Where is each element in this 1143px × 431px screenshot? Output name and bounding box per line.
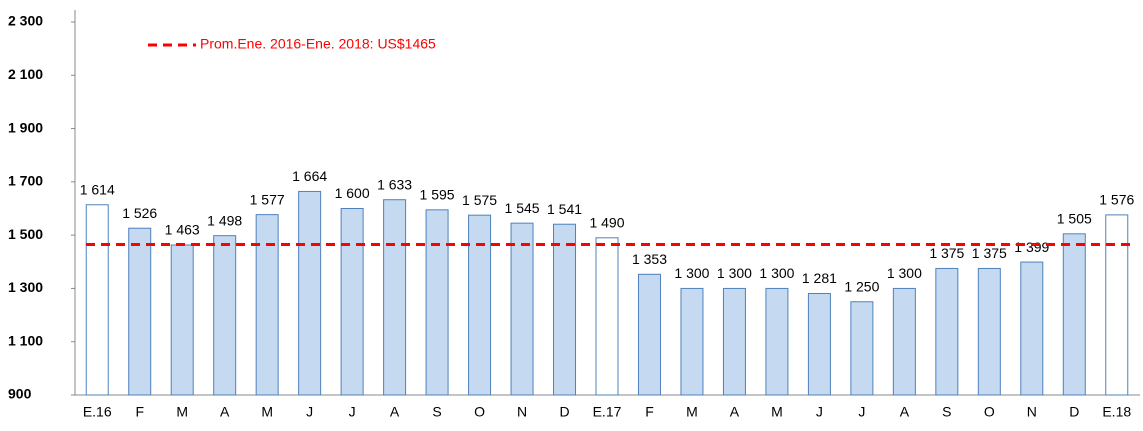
x-tick-label: A: [390, 404, 400, 420]
bar: [850, 301, 874, 396]
x-tick-label: A: [220, 404, 230, 420]
y-tick-label: 1 100: [8, 332, 43, 348]
x-tick-label: O: [984, 404, 995, 420]
value-label: 1 300: [674, 265, 709, 281]
value-label: 1 505: [1057, 211, 1092, 227]
x-tick-label: N: [1027, 404, 1037, 420]
x-tick-label: E.17: [593, 404, 622, 420]
x-tick-label: A: [900, 404, 910, 420]
x-tick-label: F: [135, 404, 144, 420]
value-label: 1 545: [505, 200, 540, 216]
y-tick-label: 1 500: [8, 226, 43, 242]
value-label: 1 300: [759, 265, 794, 281]
value-label: 1 600: [335, 185, 370, 201]
value-label: 1 664: [292, 168, 327, 184]
x-tick-label: O: [474, 404, 485, 420]
bar: [553, 223, 577, 396]
x-tick-label: M: [686, 404, 698, 420]
value-label: 1 300: [887, 265, 922, 281]
x-tick-label: F: [645, 404, 654, 420]
value-label: 1 463: [165, 222, 200, 238]
value-label: 1 526: [122, 205, 157, 221]
x-tick-label: M: [771, 404, 783, 420]
value-label: 1 490: [589, 215, 624, 231]
bar: [510, 222, 534, 396]
value-label: 1 353: [632, 251, 667, 267]
bar: [425, 209, 449, 396]
x-tick-label: J: [858, 404, 865, 420]
x-tick-label: N: [517, 404, 527, 420]
value-label: 1 250: [844, 278, 879, 294]
x-tick-label: M: [261, 404, 273, 420]
x-tick-label: E.18: [1102, 404, 1131, 420]
bar: [807, 292, 831, 396]
bar: [340, 208, 364, 396]
value-label: 1 633: [377, 176, 412, 192]
bar: [765, 287, 789, 396]
bar: [722, 287, 746, 396]
bar: [892, 287, 916, 396]
bar: [637, 273, 661, 396]
bar: [977, 267, 1001, 396]
bar: [1105, 214, 1129, 396]
x-tick-label: D: [1069, 404, 1079, 420]
bar: [1062, 233, 1086, 396]
x-tick-label: J: [816, 404, 823, 420]
value-label: 1 300: [717, 265, 752, 281]
bar: [298, 190, 322, 396]
value-label: 1 575: [462, 192, 497, 208]
x-tick-label: J: [349, 404, 356, 420]
bar: [85, 204, 109, 396]
x-tick-label: E.16: [83, 404, 112, 420]
y-tick-label: 1 300: [8, 279, 43, 295]
bar: [170, 244, 194, 396]
value-label: 1 281: [802, 270, 837, 286]
bar: [213, 235, 237, 396]
bar: [595, 237, 619, 396]
x-tick-label: D: [559, 404, 569, 420]
x-tick-label: A: [730, 404, 740, 420]
value-label: 1 614: [80, 181, 115, 197]
bar: [255, 214, 279, 396]
value-label: 1 595: [420, 187, 455, 203]
bar: [680, 287, 704, 396]
x-tick-label: S: [942, 404, 951, 420]
x-tick-label: S: [432, 404, 441, 420]
bar: [128, 227, 152, 396]
value-label: 1 399: [1014, 239, 1049, 255]
x-tick-label: M: [176, 404, 188, 420]
y-tick-label: 900: [8, 386, 32, 402]
x-tick-label: J: [306, 404, 313, 420]
value-label: 1 498: [207, 212, 242, 228]
y-tick-label: 1 900: [8, 119, 43, 135]
bar: [383, 199, 407, 396]
value-label: 1 375: [929, 245, 964, 261]
value-label: 1 576: [1099, 192, 1134, 208]
value-label: 1 541: [547, 201, 582, 217]
legend-label: Prom.Ene. 2016-Ene. 2018: US$1465: [200, 36, 436, 52]
bar: [1020, 261, 1044, 396]
bar: [468, 214, 492, 396]
y-tick-label: 2 100: [8, 66, 43, 82]
y-tick-label: 1 700: [8, 173, 43, 189]
value-label: 1 375: [972, 245, 1007, 261]
value-label: 1 577: [250, 191, 285, 207]
y-tick-label: 2 300: [8, 13, 43, 29]
bar: [935, 267, 959, 396]
